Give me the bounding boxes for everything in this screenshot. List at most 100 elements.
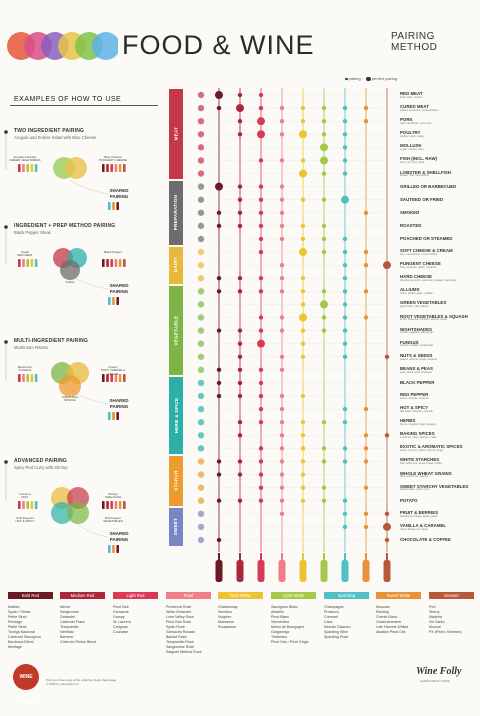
- pairing-dot: [300, 302, 306, 307]
- wine-variety: Cabernet Sauvignon: [8, 635, 41, 639]
- food-icon: [197, 301, 205, 308]
- venn-circle: [59, 375, 81, 397]
- wine-variety: Riesling: [376, 610, 389, 614]
- example-left-label: Mushroom FUNGUS: [8, 365, 42, 373]
- food-icon: [197, 248, 205, 256]
- wine-variety: Port: [429, 605, 436, 609]
- food-name: LOBSTER & SHELLFISH: [400, 169, 451, 175]
- mini-bottle-icon: [26, 259, 29, 267]
- mini-bottle-icon: [123, 501, 126, 509]
- pairing-dot: [237, 433, 243, 438]
- mini-bottle-icon: [116, 412, 119, 420]
- food-sub: tuna, cod, trout, bass: [400, 161, 425, 165]
- example-left-label: Coconut MILK: [8, 492, 42, 500]
- label-line: Arugula & Endive: [13, 155, 37, 159]
- perfect-pairing-dot: [299, 130, 307, 139]
- category-bar: MEAT: [169, 89, 183, 180]
- food-name: VANILLA & CARAMEL: [400, 522, 447, 528]
- shared-pairing-line: PAIRING: [109, 288, 129, 294]
- pairing-dot: [321, 132, 327, 137]
- wine-style-header: Rosé: [166, 592, 211, 599]
- category-bar: VEGETABLE: [169, 285, 183, 376]
- examples-title: EXAMPLES OF HOW TO USE: [14, 96, 122, 103]
- pairing-dot: [216, 105, 222, 111]
- pairing-dot: [237, 498, 243, 503]
- pairing-dot: [279, 354, 285, 359]
- example-heading: TWO INGREDIENT PAIRING: [14, 128, 85, 134]
- label-line: Bell Pepper: [105, 516, 121, 520]
- food-icon: [197, 523, 205, 531]
- wine-variety: Crémant: [324, 615, 338, 619]
- food-sub: creme brulee, ice cream: [400, 527, 428, 531]
- food-icon: [197, 419, 205, 426]
- wine-style-header: Light Red: [113, 592, 158, 599]
- pairing-dot: [300, 118, 306, 124]
- food-sub: oyster, mussel, clam: [400, 148, 424, 152]
- wine-variety: Pinot Noir Rosé: [166, 620, 192, 624]
- pairing-dot: [237, 118, 243, 124]
- pairing-dot: [321, 223, 327, 229]
- mini-bottle-icon: [123, 164, 126, 172]
- food-name: GRILLED OR BARBECUED: [400, 184, 457, 190]
- pairing-dot: [216, 537, 222, 543]
- pairing-dot: [384, 537, 390, 543]
- mini-bottle-icon: [123, 259, 126, 267]
- wine-style-header: Bold Red: [8, 592, 53, 599]
- pairing-dot: [342, 249, 348, 255]
- wine-variety: Sangiovese: [60, 610, 79, 614]
- wine-variety: Meritage: [8, 645, 22, 649]
- label-line: Chili Peppers: [16, 516, 34, 520]
- pairing-dot: [237, 459, 243, 464]
- wine-variety: Alsatian Pinot Gris: [376, 630, 406, 634]
- pairing-dot: [279, 485, 285, 490]
- pairing-dot: [258, 328, 264, 333]
- pairing-dot: [342, 459, 348, 464]
- wine-variety: Vermentino: [271, 620, 290, 624]
- wine-variety: Côtes du Rhône Blend: [60, 640, 97, 644]
- pairing-dot: [300, 197, 306, 202]
- food-name: NIGHTSHADES: [400, 326, 432, 332]
- wine-variety: Semillon: [218, 610, 232, 614]
- food-name: SMOKED: [400, 210, 420, 216]
- wine-variety-list: Sauvignon Blanc Albariño Pinot Blanc Vermen…: [271, 605, 309, 645]
- pairing-dot: [342, 118, 348, 124]
- pairing-dot: [279, 276, 285, 281]
- wine-variety: Sauvignon Blanc: [271, 605, 298, 609]
- example-bottom-right-label: Bell Pepper VEGETABLES: [96, 516, 130, 524]
- wine-variety: Sparkling Wine: [324, 630, 349, 634]
- mini-bottle-icon: [116, 297, 119, 305]
- pairing-dot: [321, 315, 327, 320]
- shared-pairing-line: PAIRING: [109, 403, 129, 409]
- wine-variety: Gewürztraminer: [376, 620, 402, 624]
- example-heading: INGREDIENT + PREP METHOD PAIRING: [14, 223, 116, 229]
- wine-variety: Merlot: [60, 605, 70, 609]
- food-icon: [197, 484, 205, 491]
- pairing-dot: [279, 315, 285, 320]
- pairing-dot: [342, 420, 348, 425]
- wine-variety: Late Harvest Whites: [376, 625, 409, 629]
- label-line: VEGETABLES: [103, 519, 123, 524]
- pairing-dot: [258, 406, 264, 412]
- pairing-dot: [363, 210, 369, 215]
- food-icon: [197, 209, 205, 216]
- pairing-dot: [342, 511, 348, 517]
- perfect-pairing-dot: [215, 91, 223, 99]
- mini-bottle-icon: [123, 374, 126, 382]
- mini-bottle-icon: [34, 374, 38, 382]
- pairing-dot: [363, 289, 369, 294]
- mini-bottle-icon: [30, 501, 34, 509]
- pairing-dot: [279, 262, 285, 268]
- food-icon: [197, 327, 205, 334]
- footer-note-1: Print your free copy of the ordering che…: [46, 678, 117, 682]
- wine-style-header: Medium Red: [60, 592, 105, 599]
- food-sub: beef, lamb, venison: [400, 95, 423, 99]
- category-label: MEAT: [173, 126, 179, 141]
- pairing-dot: [216, 367, 222, 373]
- pairing-dot: [300, 446, 306, 451]
- food-icon: [197, 275, 205, 282]
- pairing-dot: [237, 420, 243, 425]
- mini-bottle-icon: [106, 501, 109, 509]
- wine-variety: Garnacha Rosado: [166, 630, 196, 634]
- legend-perfect: perfect pairing: [371, 76, 398, 81]
- food-name: FUNGUS: [400, 339, 419, 345]
